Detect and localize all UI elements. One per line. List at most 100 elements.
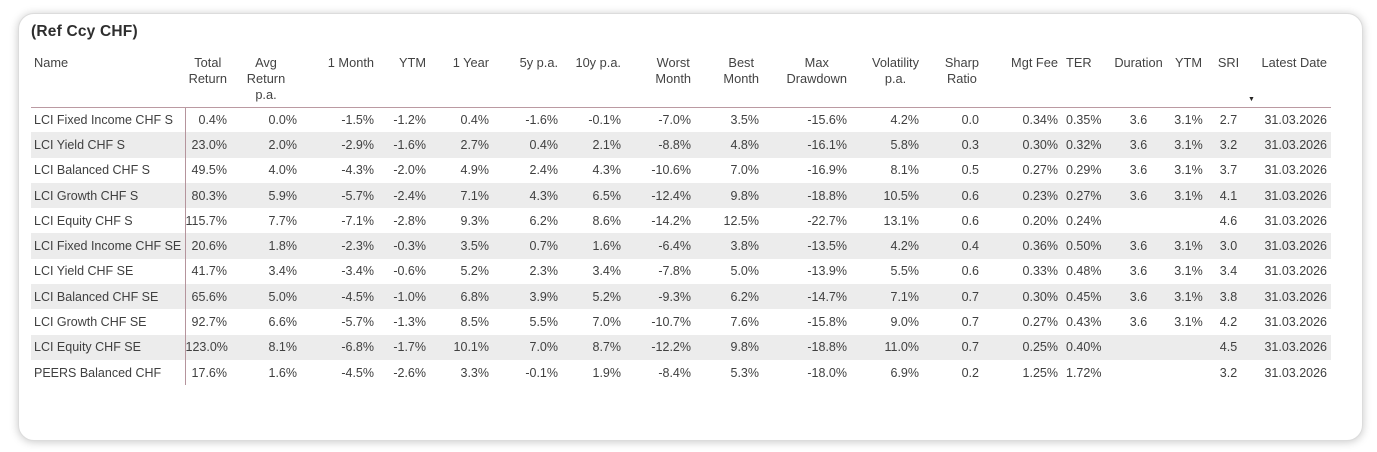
cell-avg-return-pa[interactable]: 5.0% xyxy=(235,284,305,310)
cell-ter[interactable]: 0.40% xyxy=(1066,334,1111,360)
cell-ter[interactable]: 0.35% xyxy=(1066,112,1102,127)
cell-worst-month[interactable]: -6.4% xyxy=(629,233,699,259)
cell-latest-date[interactable]: 31.03.2026 xyxy=(1246,233,1331,259)
cell-ytm[interactable]: -1.6% xyxy=(382,132,434,158)
cell-1-year[interactable]: 0.4% xyxy=(460,112,490,127)
cell-name[interactable]: LCI Balanced CHF S xyxy=(31,157,186,183)
cell-best-month[interactable]: 4.8% xyxy=(699,132,767,158)
cell-1-month[interactable]: -7.1% xyxy=(341,213,374,228)
cell-best-month[interactable]: 5.0% xyxy=(730,264,760,279)
table-row[interactable]: LCI Yield CHF SE 41.7% 3.4% -3.4% -0.6% 5.2% 2… xyxy=(31,258,1331,285)
cell-ytm-2[interactable]: 3.1% xyxy=(1174,112,1203,127)
cell-sri[interactable]: 2.7 xyxy=(1219,112,1238,127)
cell-ytm-2[interactable]: 3.1% xyxy=(1174,163,1203,178)
cell-name[interactable]: LCI Yield CHF SE xyxy=(31,258,186,285)
cell-ter[interactable]: 0.50% xyxy=(1066,233,1111,259)
cell-sharp-ratio[interactable]: 0.5 xyxy=(961,163,979,178)
cell-avg-return-pa[interactable]: 2.0% xyxy=(235,132,305,158)
table-row[interactable]: LCI Growth CHF SE 92.7% 6.6% -5.7% -1.3% 8.5%… xyxy=(31,309,1331,335)
cell-duration[interactable]: 3.6 xyxy=(1111,233,1166,259)
cell-avg-return-pa[interactable]: 6.6% xyxy=(268,315,298,330)
cell-sharp-ratio[interactable]: 0.6 xyxy=(961,213,979,228)
cell-max-drawdown[interactable]: -16.9% xyxy=(807,163,847,178)
table-row[interactable]: PEERS Balanced CHF 17.6% 1.6% -4.5% -2.6% 3.3… xyxy=(31,359,1331,386)
cell-10y-pa[interactable]: 7.0% xyxy=(592,315,622,330)
cell-avg-return-pa[interactable]: 4.0% xyxy=(268,163,298,178)
cell-ter[interactable]: 0.27% xyxy=(1066,182,1111,209)
cell-sharp-ratio[interactable]: 0.6 xyxy=(961,264,979,279)
cell-ter[interactable]: 0.32% xyxy=(1066,132,1111,158)
column-header-sri[interactable]: SRI xyxy=(1211,55,1246,108)
cell-name[interactable]: LCI Fixed Income CHF SE xyxy=(31,233,186,259)
cell-duration[interactable]: 3.6 xyxy=(1111,182,1166,209)
cell-5y-pa[interactable]: 0.4% xyxy=(497,132,566,158)
cell-best-month[interactable]: 5.3% xyxy=(730,365,760,380)
cell-ytm[interactable]: -1.7% xyxy=(382,334,434,360)
cell-worst-month[interactable]: -10.7% xyxy=(651,315,691,330)
column-header-avg-return-pa[interactable]: Avg Return p.a. xyxy=(235,55,305,108)
cell-1-year[interactable]: 6.8% xyxy=(434,284,497,310)
cell-worst-month[interactable]: -12.4% xyxy=(629,182,699,209)
cell-10y-pa[interactable]: 1.9% xyxy=(592,365,622,380)
cell-worst-month[interactable]: -14.2% xyxy=(651,213,691,228)
cell-ytm[interactable]: -0.6% xyxy=(393,264,426,279)
cell-name[interactable]: LCI Fixed Income CHF S xyxy=(31,107,186,133)
cell-worst-month[interactable]: -12.2% xyxy=(629,334,699,360)
cell-ytm-2[interactable] xyxy=(1166,208,1211,233)
cell-ter[interactable]: 0.45% xyxy=(1066,284,1111,310)
cell-mgt-fee[interactable]: 0.34% xyxy=(1022,112,1058,127)
cell-ter[interactable]: 0.29% xyxy=(1066,163,1102,178)
cell-name[interactable]: LCI Equity CHF SE xyxy=(31,334,186,360)
cell-5y-pa[interactable]: -1.6% xyxy=(525,112,558,127)
column-header-10y-pa[interactable]: 10y p.a. xyxy=(566,55,629,108)
cell-1-month[interactable]: -2.9% xyxy=(305,132,382,158)
column-header-mgt-fee[interactable]: Mgt Fee xyxy=(987,55,1066,108)
table-row[interactable]: LCI Equity CHF SE 123.0% 8.1% -6.8% -1.7% 10.… xyxy=(31,334,1331,360)
cell-best-month[interactable]: 12.5% xyxy=(723,213,759,228)
cell-ter[interactable]: 0.48% xyxy=(1066,264,1102,279)
column-header-ter[interactable]: TER xyxy=(1066,55,1111,108)
cell-sharp-ratio[interactable]: 0.7 xyxy=(927,334,987,360)
cell-max-drawdown[interactable]: -18.0% xyxy=(807,365,847,380)
cell-best-month[interactable]: 9.8% xyxy=(699,334,767,360)
cell-total-return[interactable]: 0.4% xyxy=(198,112,228,127)
cell-latest-date[interactable]: 31.03.2026 xyxy=(1246,132,1331,158)
cell-10y-pa[interactable]: 6.5% xyxy=(566,182,629,209)
cell-avg-return-pa[interactable]: 7.7% xyxy=(268,213,298,228)
cell-duration[interactable]: 3.6 xyxy=(1129,315,1148,330)
cell-5y-pa[interactable]: 5.5% xyxy=(529,315,559,330)
sort-descending-icon[interactable]: ▼ xyxy=(1248,95,1255,103)
cell-latest-date[interactable]: 31.03.2026 xyxy=(1246,284,1331,310)
column-header-ytm[interactable]: YTM xyxy=(382,55,434,108)
cell-5y-pa[interactable]: 2.4% xyxy=(529,163,559,178)
cell-max-drawdown[interactable]: -14.7% xyxy=(767,284,855,310)
cell-1-year[interactable]: 3.3% xyxy=(460,365,490,380)
cell-sri[interactable]: 4.5 xyxy=(1211,334,1246,360)
cell-sharp-ratio[interactable]: 0.4 xyxy=(927,233,987,259)
cell-latest-date[interactable]: 31.03.2026 xyxy=(1264,315,1327,330)
cell-mgt-fee[interactable]: 0.27% xyxy=(1022,315,1058,330)
cell-avg-return-pa[interactable]: 0.0% xyxy=(268,112,298,127)
cell-latest-date[interactable]: 31.03.2026 xyxy=(1264,213,1327,228)
cell-best-month[interactable]: 9.8% xyxy=(699,182,767,209)
cell-latest-date[interactable]: 31.03.2026 xyxy=(1264,163,1327,178)
cell-ter[interactable]: 1.72% xyxy=(1066,365,1102,380)
cell-1-year[interactable]: 9.3% xyxy=(460,213,490,228)
cell-avg-return-pa[interactable]: 8.1% xyxy=(235,334,305,360)
cell-avg-return-pa[interactable]: 1.6% xyxy=(268,365,298,380)
table-row[interactable]: LCI Yield CHF S 23.0% 2.0% -2.9% -1.6% 2.7% 0.… xyxy=(31,132,1331,158)
cell-duration[interactable]: 3.6 xyxy=(1129,163,1148,178)
cell-1-year[interactable]: 3.5% xyxy=(434,233,497,259)
cell-sri[interactable]: 3.7 xyxy=(1219,163,1238,178)
cell-sri[interactable]: 3.2 xyxy=(1219,365,1238,380)
cell-ytm[interactable]: -2.4% xyxy=(382,182,434,209)
cell-volatility-pa[interactable]: 4.2% xyxy=(890,112,920,127)
column-header-sharp-ratio[interactable]: Sharp Ratio xyxy=(927,55,987,108)
cell-ytm[interactable]: -2.0% xyxy=(393,163,426,178)
column-header-worst-month[interactable]: Worst Month xyxy=(629,55,699,108)
column-header-name[interactable]: Name xyxy=(31,55,185,108)
column-header-1-year[interactable]: 1 Year xyxy=(434,55,497,108)
cell-name[interactable]: LCI Yield CHF S xyxy=(31,132,186,158)
column-header-5y-pa[interactable]: 5y p.a. xyxy=(497,55,566,108)
cell-sharp-ratio[interactable]: 0.7 xyxy=(961,315,979,330)
